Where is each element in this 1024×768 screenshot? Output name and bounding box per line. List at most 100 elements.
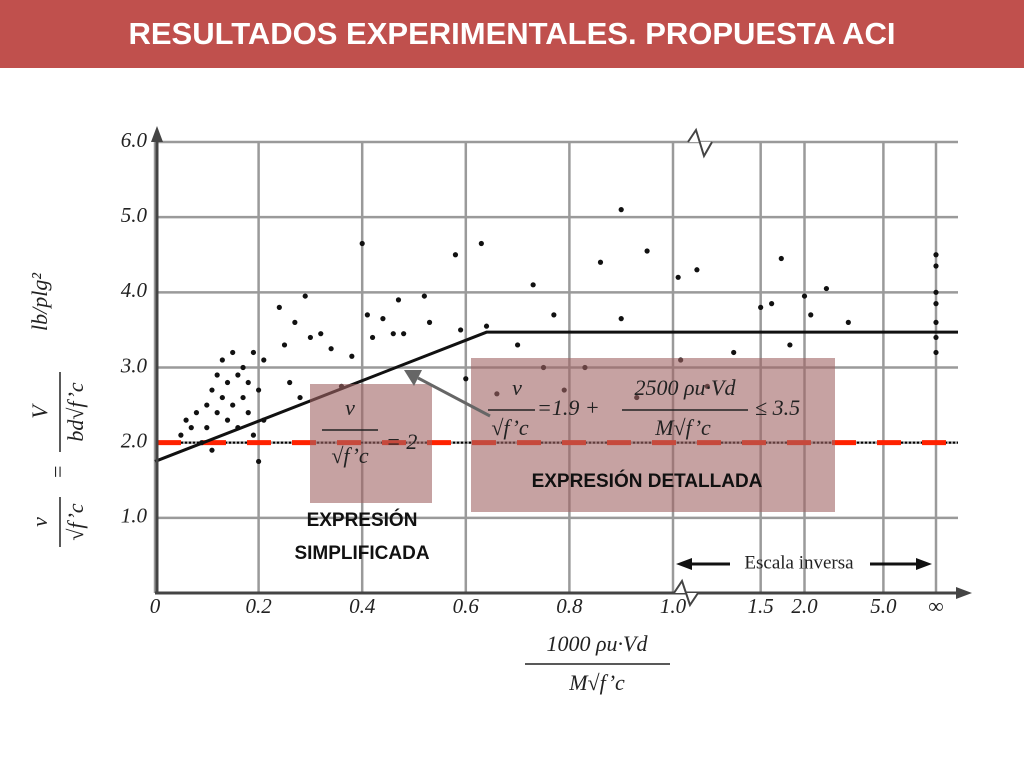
formula-part: =1.9 + [537,395,600,420]
data-point [933,263,939,269]
data-point [204,402,210,408]
data-point [349,353,355,359]
y-label-part: bd√f’c [63,382,88,442]
data-point [256,387,262,393]
data-point [694,267,700,273]
data-point [933,301,939,307]
data-point [933,252,939,258]
formula-part: 2500 ρu·Vd [635,375,737,400]
data-point [230,402,236,408]
data-point [597,259,604,265]
data-point [787,342,793,348]
arrow-head [676,558,692,570]
x-tick-label: 0.6 [453,594,480,618]
data-point [302,293,308,299]
data-point [199,440,205,446]
x-tick-label: 1.5 [748,594,774,618]
inverse-scale-label: Escala inversa [744,552,854,573]
y-tick-label: 1.0 [121,504,148,528]
formula-part: v [345,395,355,420]
data-point [769,301,775,307]
formula-part: √f’c [331,443,369,468]
data-point [933,334,939,341]
data-point [758,304,764,310]
data-point [261,417,267,423]
data-point [933,349,939,356]
data-point [369,334,376,341]
y-tick-label: 6.0 [121,128,148,152]
data-point [209,387,215,393]
axis-break [673,578,699,608]
data-point [209,447,215,453]
data-point [183,417,189,423]
detailed-box [471,358,835,512]
data-point [359,240,365,247]
data-point [380,316,386,322]
x-tick-label: 5.0 [870,594,897,618]
data-point [318,331,324,337]
x-label-den: M√f’c [568,670,625,695]
data-point [235,425,241,431]
data-point [281,342,288,348]
formula-part: M√f’c [654,415,711,440]
data-point [240,394,246,401]
axis-break [687,127,713,159]
formula-part: = 2 [386,429,417,454]
data-point [188,425,194,431]
data-point [328,346,334,352]
data-point [933,289,939,295]
data-point [240,364,246,371]
data-point [292,319,298,325]
x-label-num: 1000 ρu·Vd [547,631,649,656]
y-tick-label: 5.0 [121,203,148,227]
simplified-label: SIMPLIFICADA [294,543,429,564]
data-point [618,316,624,322]
data-point [214,410,220,416]
data-point [808,312,814,318]
data-point [463,376,469,382]
data-point [731,349,737,356]
y-label-part: V [27,403,52,419]
formula-part: v [512,375,522,400]
y-tick-label: 4.0 [121,278,148,302]
simplified-box [310,384,432,503]
data-point [307,334,313,341]
data-point [644,248,650,254]
data-point [256,458,262,465]
y-tick-label: 2.0 [121,428,148,452]
data-point [235,372,241,378]
y-axis-arrow [151,126,163,142]
pointer-arrow-head [404,370,422,386]
simplified-label: EXPRESIÓN [307,509,418,531]
x-tick-label: 0.4 [349,594,376,618]
x-tick-label: 2.0 [791,594,818,618]
data-point [778,255,784,262]
data-point [214,372,220,378]
x-tick-label: 0.2 [245,594,272,618]
y-label-part: √f’c [63,503,88,541]
data-point [551,312,557,318]
pointer-arrow [417,376,491,418]
data-point [245,410,251,416]
data-point [530,282,536,288]
data-point [458,327,464,333]
data-point [250,349,257,356]
x-tick-label: 1.0 [660,594,687,618]
data-point [276,304,282,310]
data-point [245,379,251,386]
data-point [287,379,293,386]
data-point [250,432,257,438]
data-point [261,357,267,363]
data-point [219,394,225,401]
data-point [178,432,184,438]
y-label-part: v [27,517,52,527]
data-point [845,319,851,325]
y-label-part: = [45,465,70,480]
formula-part: √f’c [491,415,529,440]
data-point [933,319,939,325]
data-point [193,410,200,416]
data-point [483,323,490,329]
y-tick-label: 3.0 [120,353,148,377]
data-point [675,274,681,280]
